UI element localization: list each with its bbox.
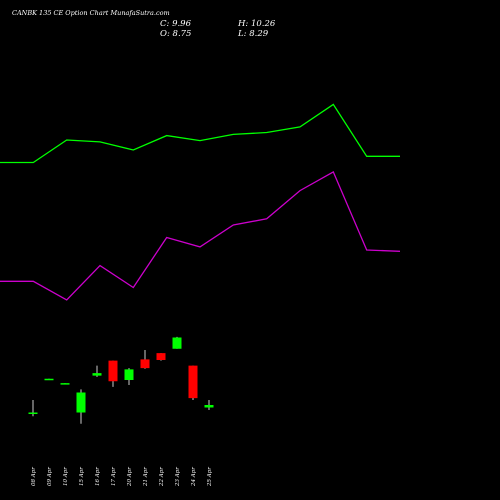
upper-band-line [0, 103, 400, 164]
candle-body [156, 353, 166, 360]
x-tick-label: 22 Apr [159, 467, 165, 487]
x-axis-labels: 08 Apr 09 Apr 10 Apr 15 Apr 16 Apr 17 Apr 20 A… [31, 467, 213, 487]
candle-body [60, 383, 70, 385]
candle-17-apr [108, 360, 118, 387]
x-tick-label: 09 Apr [47, 467, 53, 486]
candle-body [204, 405, 214, 408]
high-value: H: 10.26 [238, 19, 276, 29]
candle-25-apr [204, 400, 214, 410]
open-value: O: 8.75 [160, 29, 192, 39]
x-tick-label: 21 Apr [143, 467, 149, 487]
candle-22-apr [156, 353, 166, 361]
candle-16-apr [92, 365, 102, 377]
candles [28, 336, 214, 424]
candle-23-apr [172, 336, 182, 349]
x-tick-label: 15 Apr [79, 467, 85, 486]
candle-15-apr [76, 389, 86, 424]
candle-10-apr [60, 383, 70, 385]
candle-24-apr [188, 365, 198, 400]
low-value: L: 8.29 [238, 29, 269, 39]
candle-21-apr [140, 350, 150, 369]
chart-title: CANBK 135 CE Option Chart MunafaSutra.co… [12, 9, 170, 17]
x-tick-label: 24 Apr [191, 467, 197, 487]
x-tick-label: 08 Apr [31, 467, 37, 486]
candle-body [28, 412, 38, 414]
x-tick-label: 17 Apr [111, 467, 117, 486]
candle-body [172, 337, 182, 349]
x-tick-label: 25 Apr [207, 467, 213, 487]
x-tick-label: 23 Apr [175, 467, 181, 487]
candle-body [108, 360, 118, 382]
middle-band-line [0, 170, 401, 301]
band-lines [0, 103, 401, 301]
candle-body [124, 369, 134, 380]
candle-body [76, 392, 86, 413]
candle-20-apr [124, 368, 134, 385]
x-tick-label: 16 Apr [95, 467, 101, 486]
x-tick-label: 10 Apr [63, 467, 69, 486]
candle-body [188, 365, 198, 399]
candle-body [44, 378, 54, 381]
candle-08-apr [28, 400, 38, 417]
candle-body [140, 359, 150, 369]
candle-body [92, 373, 102, 376]
x-tick-label: 20 Apr [127, 467, 133, 487]
candle-09-apr [44, 378, 54, 381]
close-value: C: 9.96 [160, 19, 191, 29]
